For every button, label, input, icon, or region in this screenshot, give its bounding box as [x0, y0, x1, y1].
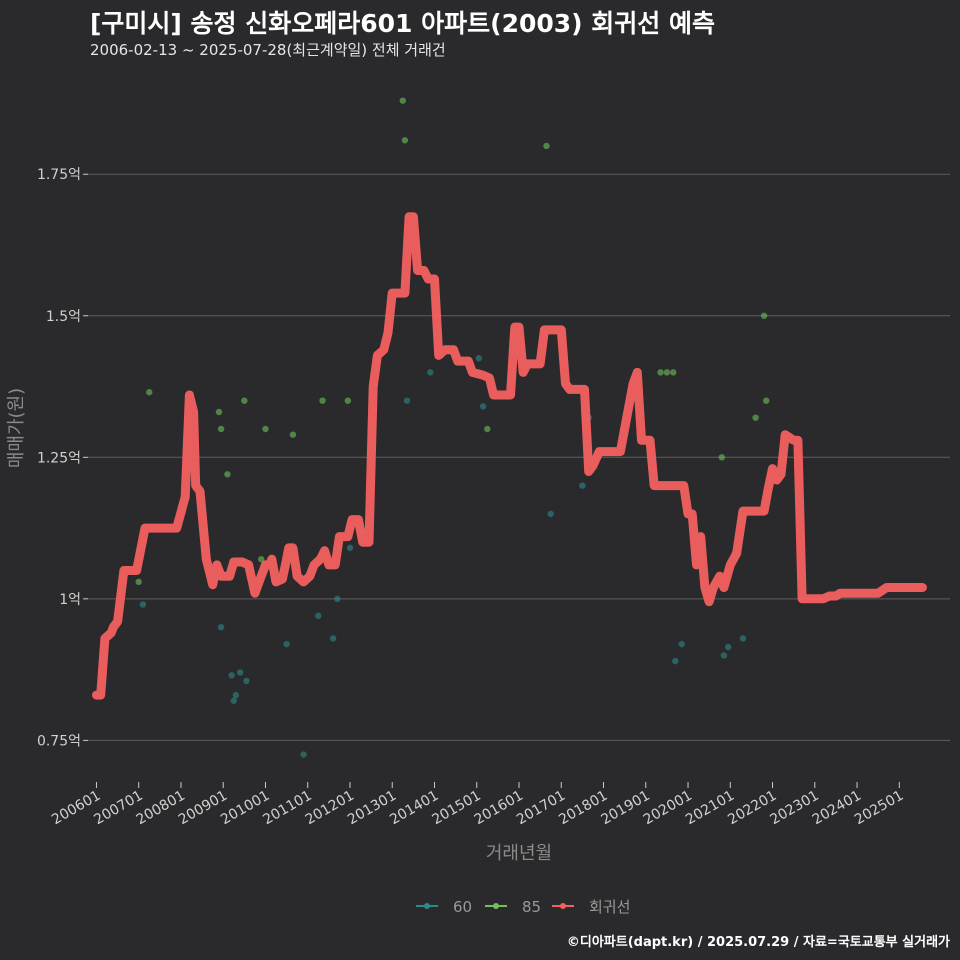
data-point-85 [224, 471, 231, 478]
data-point-60 [724, 643, 732, 651]
data-point-60 [427, 369, 434, 376]
data-point-60 [243, 677, 250, 685]
data-point-85 [670, 369, 677, 376]
source-credit: ©디아파트(dapt.kr) / 2025.07.29 / 자료=국토교통부 실… [566, 935, 950, 950]
legend-label: 60 [453, 898, 472, 916]
data-point-85 [262, 425, 269, 433]
data-point-85 [319, 397, 326, 404]
data-point-60 [720, 652, 728, 659]
data-point-85 [760, 312, 768, 319]
y-tick-label: 1.25억 [37, 450, 81, 466]
x-axis-ticks: 2006012007012008012009012010012011012012… [49, 782, 906, 828]
x-axis-title: 거래년월 [486, 843, 552, 864]
data-point-85 [344, 397, 352, 404]
y-axis-title: 매매가(원) [6, 388, 27, 468]
legend-marker-1 [493, 903, 499, 909]
y-axis-tick-labels: 0.75억 1억 1.25억 1.5억 1.75억 [37, 167, 81, 749]
data-point-60 [346, 544, 354, 552]
data-point-85 [657, 369, 664, 376]
data-point-85 [663, 369, 671, 376]
data-point-60 [329, 635, 337, 642]
chart-subtitle: 2006-02-13 ~ 2025-07-28(최근계약일) 전체 거래건 [90, 41, 446, 59]
data-point-85 [289, 431, 297, 438]
data-point-85 [762, 397, 770, 404]
data-point-60 [230, 697, 237, 704]
regression-line [92, 212, 927, 700]
data-point-60 [139, 601, 147, 608]
scatter-points [135, 97, 770, 758]
data-point-60 [403, 397, 411, 404]
data-point-60 [334, 595, 341, 603]
data-point-85 [401, 137, 409, 144]
y-tick-label: 1.75억 [37, 167, 81, 183]
data-point-60 [479, 403, 487, 410]
legend-marker-0 [424, 903, 430, 909]
data-point-85 [215, 408, 223, 416]
data-point-85 [258, 556, 265, 563]
legend-marker-2 [560, 903, 566, 909]
data-point-60 [283, 640, 290, 648]
data-point-85 [241, 397, 248, 404]
data-point-85 [543, 142, 550, 150]
data-point-85 [752, 414, 759, 421]
legend-label: 회귀선 [589, 898, 630, 916]
data-point-85 [217, 425, 225, 433]
y-tick-label: 1.5억 [46, 309, 81, 325]
data-point-60 [228, 672, 235, 679]
legend: 60 85 회귀선 [416, 898, 630, 916]
data-point-60 [232, 691, 240, 699]
data-point-60 [315, 612, 322, 620]
data-point-60 [678, 640, 685, 648]
data-point-60 [579, 482, 586, 489]
data-point-60 [236, 669, 244, 676]
y-tick-label: 1억 [59, 592, 81, 608]
data-point-85 [399, 97, 406, 104]
data-point-60 [547, 510, 554, 518]
data-point-60 [672, 657, 679, 665]
data-point-60 [300, 751, 307, 758]
grid-lines [83, 173, 950, 741]
data-point-60 [475, 355, 483, 362]
y-tick-label: 0.75억 [37, 733, 81, 749]
legend-label: 85 [522, 898, 541, 916]
data-point-85 [135, 578, 142, 586]
x-tick-label: 202501 [852, 788, 906, 829]
data-point-60 [217, 623, 225, 631]
data-point-60 [739, 635, 747, 642]
data-point-85 [718, 454, 726, 461]
regression-line-group [92, 212, 927, 700]
chart-title: [구미시] 송정 신화오페라601 아파트(2003) 회귀선 예측 [90, 9, 715, 38]
data-point-85 [146, 389, 153, 396]
data-point-85 [484, 425, 491, 433]
